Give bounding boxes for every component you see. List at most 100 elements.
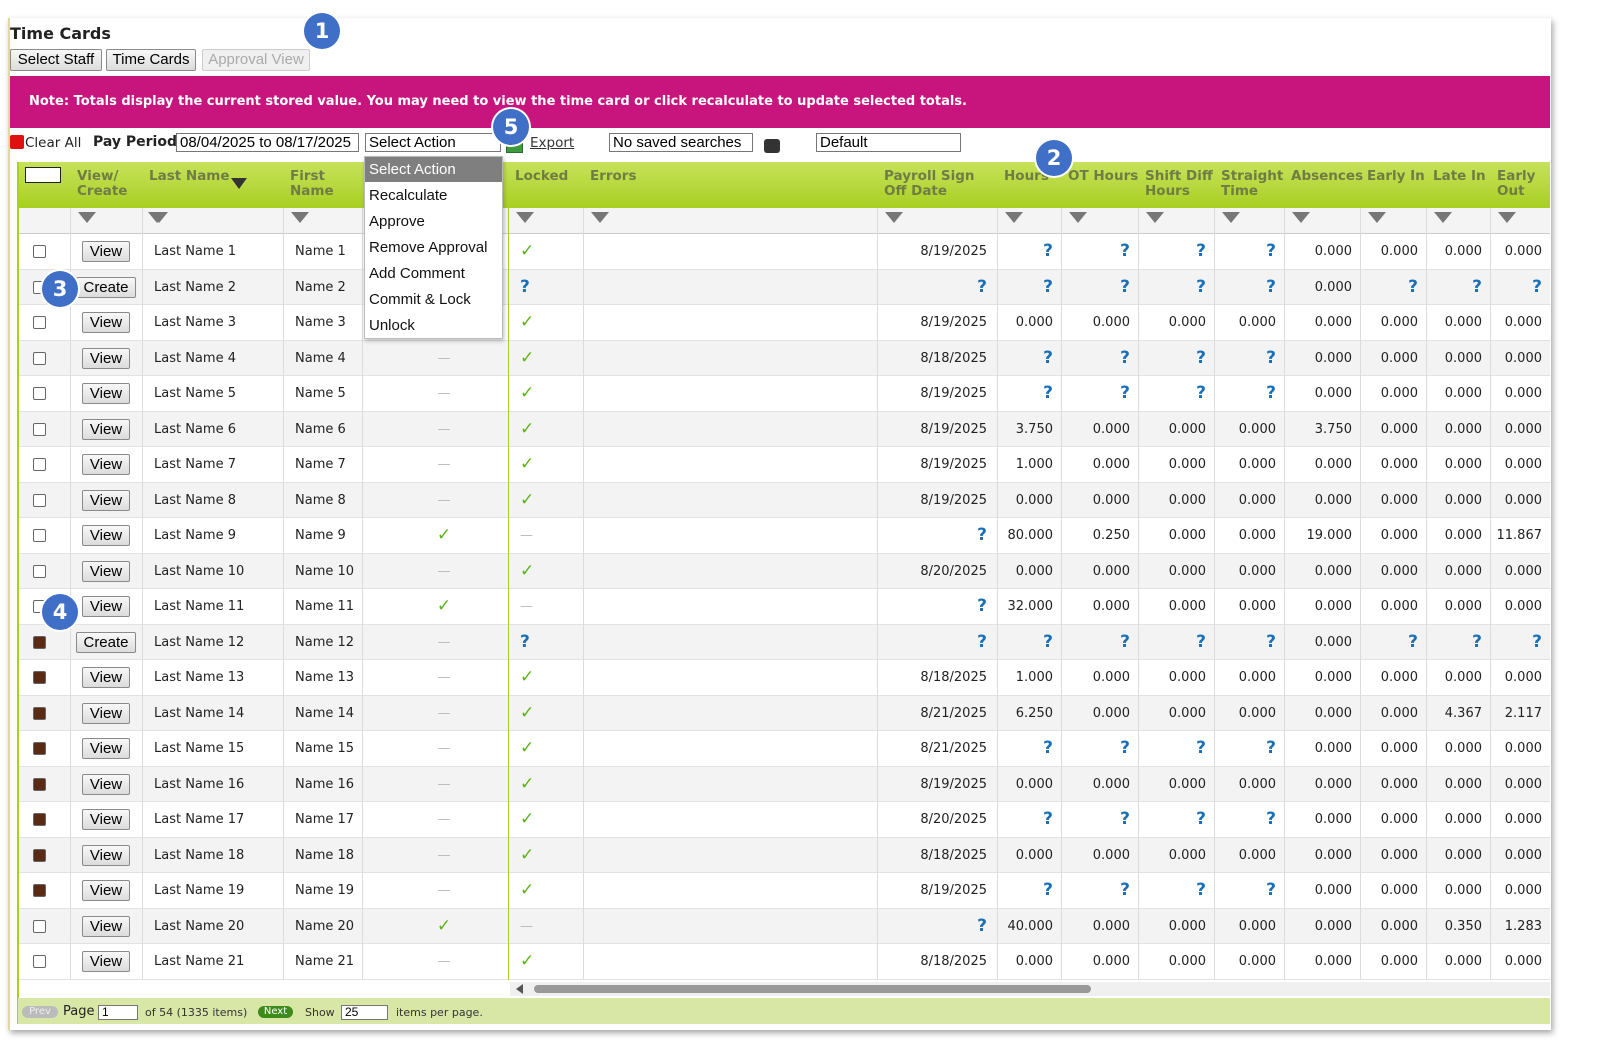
row-checkbox[interactable] — [33, 351, 46, 365]
row-checkbox[interactable] — [33, 564, 46, 578]
row-button[interactable]: View — [82, 418, 130, 440]
search-icon[interactable] — [764, 139, 780, 153]
column-header[interactable]: Shift Diff Hours — [1145, 168, 1213, 199]
page-select[interactable]: 1 — [98, 1004, 138, 1020]
row-checkbox[interactable] — [33, 493, 46, 507]
row-button[interactable]: View — [82, 844, 130, 866]
row-checkbox[interactable] — [33, 529, 46, 542]
column-header[interactable]: Last Name — [149, 168, 230, 184]
row-button[interactable]: View — [82, 560, 130, 582]
menu-item[interactable]: Recalculate — [369, 187, 448, 204]
scroll-thumb[interactable] — [534, 984, 1091, 993]
table-row — [18, 234, 1550, 270]
column-header[interactable]: Errors — [590, 168, 637, 184]
column-header[interactable]: OT Hours — [1068, 168, 1139, 184]
row-checkbox[interactable] — [33, 671, 46, 684]
scroll-arrow[interactable] — [516, 983, 523, 994]
filter-icon[interactable] — [1498, 212, 1516, 223]
filter-icon[interactable] — [148, 212, 166, 223]
row-checkbox[interactable] — [33, 387, 46, 400]
row-checkbox[interactable] — [33, 422, 46, 436]
filter-icon[interactable] — [591, 212, 609, 223]
row-button[interactable]: View — [82, 347, 130, 369]
clear-all-checkbox[interactable] — [10, 135, 24, 149]
view-select[interactable]: Default — [816, 133, 961, 152]
row-button[interactable]: View — [82, 667, 130, 688]
filter-icon[interactable] — [1146, 212, 1164, 223]
row-checkbox[interactable] — [33, 813, 46, 826]
row-checkbox[interactable] — [33, 706, 46, 720]
row-button[interactable]: View — [82, 809, 130, 830]
row-checkbox[interactable] — [33, 316, 46, 329]
row-button[interactable]: View — [82, 880, 130, 901]
column-header[interactable]: Early Out — [1497, 168, 1536, 199]
column-header[interactable]: Late In — [1433, 168, 1486, 184]
filter-icon[interactable] — [516, 212, 534, 223]
row-button[interactable]: Create — [76, 631, 136, 653]
column-header[interactable]: First Name — [290, 168, 334, 199]
row-button[interactable]: View — [82, 773, 130, 795]
row-button[interactable]: View — [82, 738, 130, 759]
filter-icon[interactable] — [1292, 212, 1310, 223]
row-checkbox[interactable] — [33, 884, 46, 897]
row-checkbox[interactable] — [33, 245, 46, 258]
row-checkbox[interactable] — [33, 848, 46, 862]
filter-icon[interactable] — [885, 212, 903, 223]
menu-item[interactable]: Commit & Lock — [369, 291, 471, 308]
column-header[interactable]: Absences — [1291, 168, 1364, 184]
row-button[interactable]: View — [82, 383, 130, 404]
tab-button[interactable]: Select Staff — [10, 49, 102, 71]
menu-item[interactable]: Approve — [369, 213, 425, 230]
saved-searches-select[interactable]: No saved searches — [609, 133, 753, 152]
prev-button[interactable]: Prev — [22, 1005, 58, 1018]
row-checkbox[interactable] — [33, 919, 46, 933]
filter-icon[interactable] — [1222, 212, 1240, 223]
filter-icon[interactable] — [1434, 212, 1452, 223]
time-value: 0.000 — [1504, 492, 1542, 508]
next-button[interactable]: Next — [258, 1005, 293, 1018]
column-header[interactable]: Hours — [1004, 168, 1049, 184]
row-button[interactable]: View — [82, 951, 130, 972]
clear-all[interactable]: Clear All — [25, 135, 82, 151]
filter-icon[interactable] — [1368, 212, 1386, 223]
action-select[interactable]: Select Action — [365, 133, 501, 152]
menu-item[interactable]: Unlock — [369, 317, 415, 334]
row-button[interactable]: View — [82, 702, 130, 724]
time-value: 0.000 — [1444, 776, 1482, 792]
row-button[interactable]: View — [82, 915, 130, 937]
menu-item[interactable]: Add Comment — [369, 265, 465, 282]
row-button[interactable]: View — [82, 312, 130, 333]
row-button[interactable]: View — [82, 489, 130, 511]
row-checkbox[interactable] — [33, 955, 46, 968]
row-button[interactable]: Create — [76, 276, 136, 298]
time-value: 0.000 — [1444, 421, 1482, 437]
row-button[interactable]: View — [82, 241, 130, 262]
row-checkbox[interactable] — [33, 458, 46, 471]
time-value: 0.000 — [1314, 315, 1352, 330]
column-header[interactable]: Payroll Sign Off Date — [884, 168, 975, 199]
column-header[interactable]: View/ Create — [77, 168, 128, 199]
per-page-select[interactable]: 25 — [341, 1004, 388, 1020]
menu-item[interactable]: Select Action — [365, 157, 502, 182]
filter-icon[interactable] — [1005, 212, 1023, 223]
filter-icon[interactable] — [1069, 212, 1087, 223]
tab-button[interactable]: Time Cards — [106, 49, 196, 71]
row-button[interactable]: View — [82, 525, 130, 546]
row-checkbox[interactable] — [33, 777, 46, 791]
time-value: 0.000 — [1314, 599, 1352, 614]
row-button[interactable]: View — [82, 596, 130, 617]
column-header[interactable]: Early In — [1367, 168, 1425, 184]
row-checkbox[interactable] — [33, 635, 46, 649]
column-header[interactable]: Straight Time — [1221, 168, 1284, 199]
select-all-icons[interactable] — [25, 167, 61, 183]
column-header[interactable]: Locked — [515, 168, 569, 184]
menu-item[interactable]: Remove Approval — [369, 239, 488, 256]
pay-period-select[interactable]: 08/04/2025 to 08/17/2025 — [176, 133, 359, 152]
export-link[interactable]: Export — [530, 135, 575, 151]
table-row — [18, 908, 1550, 944]
row-checkbox[interactable] — [33, 742, 46, 755]
filter-icon[interactable] — [291, 212, 309, 223]
row-button[interactable]: View — [82, 454, 130, 475]
filter-icon[interactable] — [78, 212, 96, 223]
sign-off-date: 8/19/2025 — [920, 421, 987, 437]
